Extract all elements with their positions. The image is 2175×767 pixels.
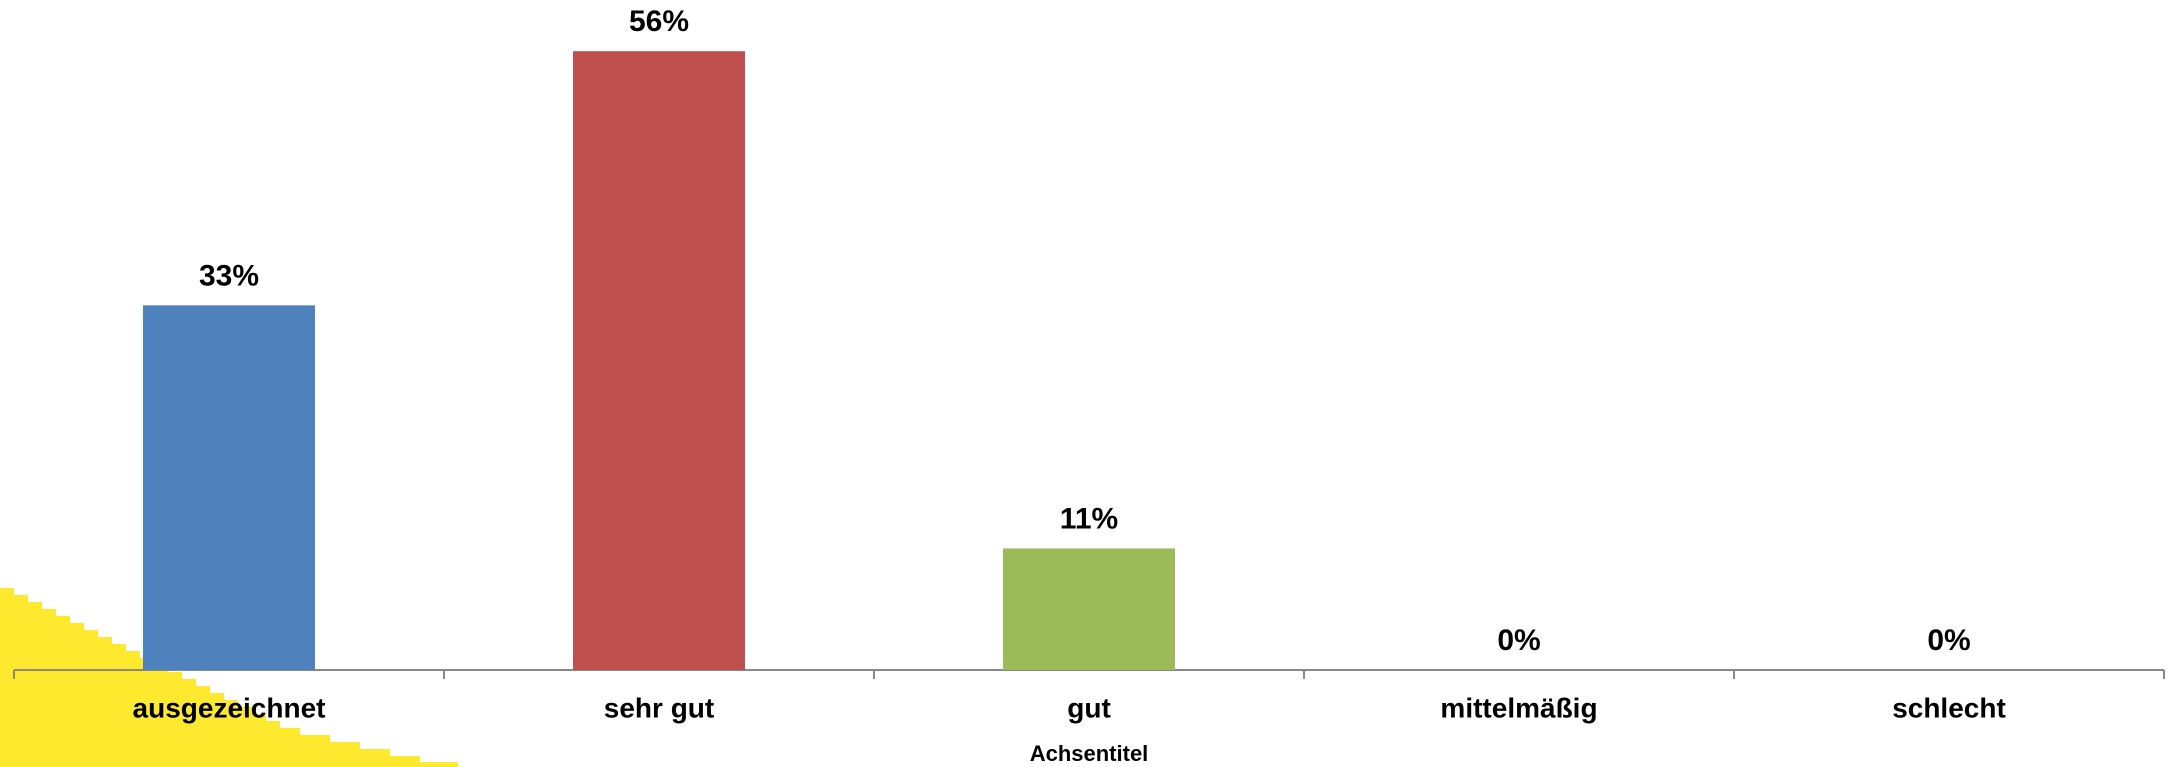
data-label: 0%	[1927, 624, 1970, 657]
data-label: 0%	[1497, 624, 1540, 657]
x-tick-label: gut	[1067, 692, 1111, 723]
x-axis-title: Achsentitel	[1030, 741, 1149, 766]
data-label: 11%	[1060, 502, 1118, 535]
x-tick-label: sehr gut	[604, 692, 714, 723]
data-label: 56%	[629, 5, 689, 38]
data-label: 33%	[199, 259, 259, 292]
x-tick-label: mittelmäßig	[1440, 692, 1597, 723]
x-tick-label: schlecht	[1892, 692, 2006, 723]
x-tick-label: ausgezeichnet	[133, 692, 326, 723]
bar	[1003, 548, 1175, 670]
bar	[573, 51, 745, 670]
bar	[143, 305, 315, 670]
decoration	[0, 588, 458, 767]
